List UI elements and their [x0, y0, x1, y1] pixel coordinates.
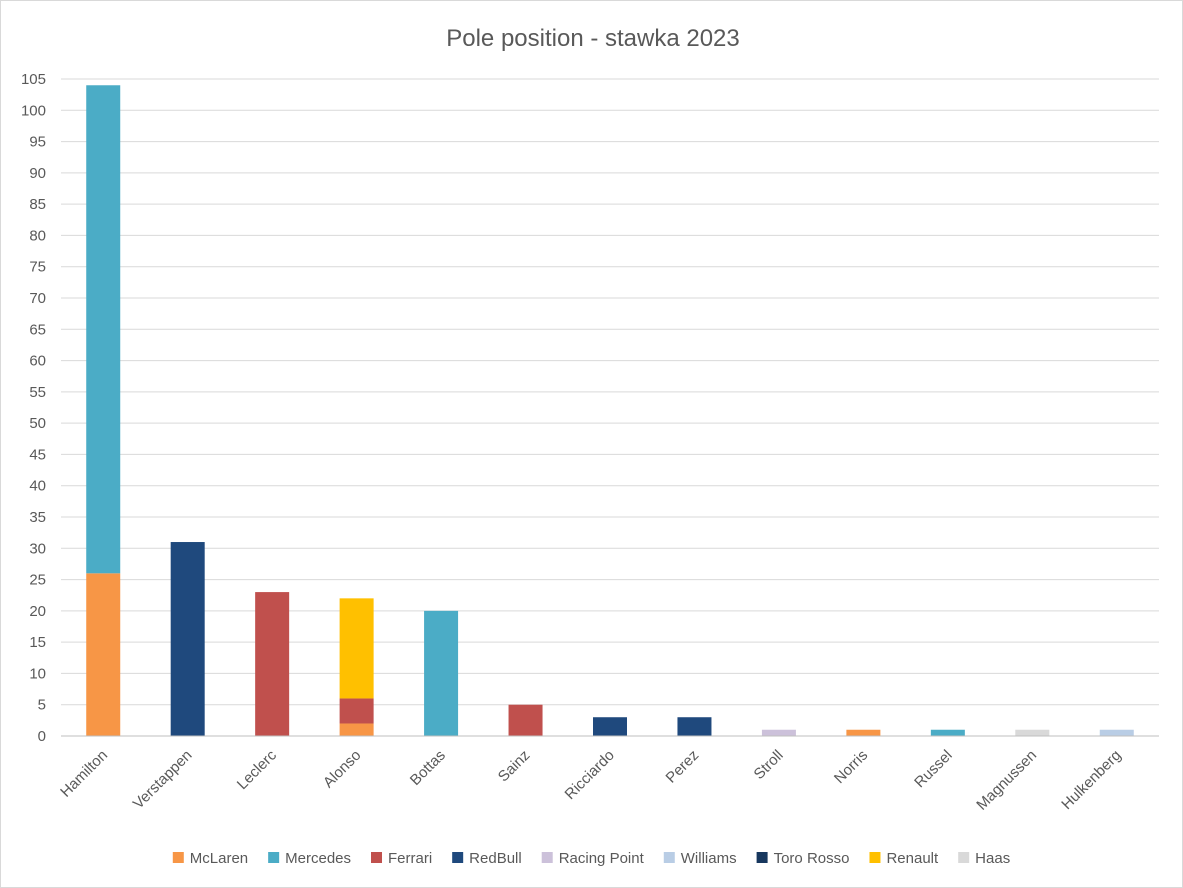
y-tick-label: 5 — [38, 697, 46, 714]
legend-label-haas: Haas — [975, 850, 1010, 867]
y-tick-label: 15 — [29, 634, 46, 651]
legend-label-williams: Williams — [681, 850, 737, 867]
y-tick-label: 65 — [29, 321, 46, 338]
bar-ricciardo-redbull — [593, 717, 627, 736]
legend-label-racing-point: Racing Point — [559, 850, 645, 867]
x-tick-label-sainz: Sainz — [495, 747, 534, 786]
y-tick-label: 100 — [21, 102, 46, 119]
legend-swatch-toro-rosso — [756, 852, 768, 863]
legend-label-renault: Renault — [886, 850, 939, 867]
y-tick-label: 75 — [29, 259, 46, 276]
x-tick-label-norris: Norris — [831, 747, 871, 787]
bar-leclerc-ferrari — [255, 592, 290, 736]
bar-russel-mercedes — [930, 729, 965, 736]
legend-item-renault: Renault — [869, 850, 939, 867]
y-tick-label: 20 — [29, 603, 46, 620]
legend-item-ferrari: Ferrari — [371, 850, 432, 867]
y-tick-label: 55 — [29, 384, 46, 401]
legend-item-toro-rosso: Toro Rosso — [756, 850, 850, 867]
legend-label-toro-rosso: Toro Rosso — [774, 850, 850, 867]
bar-sainz-ferrari — [508, 704, 543, 736]
chart-title: Pole position - stawka 2023 — [446, 25, 740, 52]
bars — [86, 85, 1134, 736]
legend-item-mercedes: Mercedes — [268, 850, 351, 867]
x-tick-label-magnussen: Magnussen — [973, 747, 1040, 814]
legend-item-williams: Williams — [663, 850, 737, 867]
y-tick-label: 25 — [29, 572, 46, 589]
bar-hulkenberg-williams — [1099, 729, 1134, 736]
bar-alonso-mclaren — [339, 723, 374, 736]
legend-swatch-renault — [869, 852, 881, 863]
legend-label-mclaren: McLaren — [190, 850, 248, 867]
bar-alonso-ferrari — [339, 698, 374, 724]
bar-verstappen-redbull — [170, 542, 205, 736]
bar-magnussen-haas — [1015, 729, 1050, 736]
y-tick-label: 70 — [29, 290, 46, 307]
grid-lines — [61, 78, 1159, 706]
bar-bottas-mercedes — [424, 610, 459, 736]
x-tick-label-stroll: Stroll — [751, 747, 787, 783]
bar-hamilton-mercedes — [86, 85, 121, 574]
bar-alonso-renault — [339, 598, 374, 699]
legend-swatch-mercedes — [268, 852, 280, 863]
legend-swatch-williams — [663, 852, 675, 863]
x-tick-label-alonso: Alonso — [320, 747, 364, 791]
bar-hamilton-mclaren — [86, 573, 121, 736]
y-tick-label: 90 — [29, 165, 46, 182]
x-tick-label-leclerc: Leclerc — [234, 746, 281, 793]
legend-swatch-racing-point — [541, 852, 553, 863]
legend-label-mercedes: Mercedes — [285, 850, 351, 867]
legend-item-redbull: RedBull — [452, 850, 522, 867]
y-tick-label: 80 — [29, 227, 46, 244]
legend-label-ferrari: Ferrari — [388, 850, 432, 867]
x-axis-ticks: Hamilton Verstappen Leclerc Alonso Bottas Sai… — [57, 746, 1124, 813]
bar-stroll-racing-point — [761, 729, 796, 736]
bar-norris-mclaren — [846, 729, 881, 736]
x-tick-label-hamilton: Hamilton — [57, 747, 111, 801]
legend: McLaren Mercedes Ferrari RedBull Racing Poin… — [172, 850, 1010, 867]
legend-swatch-haas — [958, 852, 970, 863]
x-tick-label-perez: Perez — [663, 747, 703, 787]
y-tick-label: 85 — [29, 196, 46, 213]
x-tick-label-ricciardo: Ricciardo — [562, 747, 618, 803]
legend-item-mclaren: McLaren — [172, 850, 248, 867]
y-tick-label: 105 — [21, 71, 46, 88]
y-tick-label: 10 — [29, 665, 46, 682]
x-tick-label-hulkenberg: Hulkenberg — [1058, 747, 1124, 813]
x-tick-label-bottas: Bottas — [407, 747, 449, 789]
legend-swatch-mclaren — [172, 852, 184, 863]
legend-label-redbull: RedBull — [469, 850, 522, 867]
y-tick-label: 45 — [29, 446, 46, 463]
y-tick-label: 95 — [29, 134, 46, 151]
legend-item-haas: Haas — [958, 850, 1010, 867]
x-tick-label-verstappen: Verstappen — [130, 747, 196, 813]
y-tick-label: 30 — [29, 540, 46, 557]
legend-item-racing-point: Racing Point — [541, 850, 645, 867]
y-tick-label: 40 — [29, 478, 46, 495]
legend-swatch-redbull — [452, 852, 464, 863]
y-axis-ticks: 0 5 10 15 20 25 30 35 40 45 50 55 60 65 70 75 80 85 90 95 10… — [21, 71, 46, 745]
y-tick-label: 35 — [29, 509, 46, 526]
bar-perez-redbull — [677, 717, 712, 736]
x-tick-label-russel: Russel — [911, 747, 955, 791]
y-tick-label: 0 — [38, 728, 46, 745]
legend-swatch-ferrari — [371, 852, 383, 863]
y-tick-label: 50 — [29, 415, 46, 432]
y-tick-label: 60 — [29, 353, 46, 370]
